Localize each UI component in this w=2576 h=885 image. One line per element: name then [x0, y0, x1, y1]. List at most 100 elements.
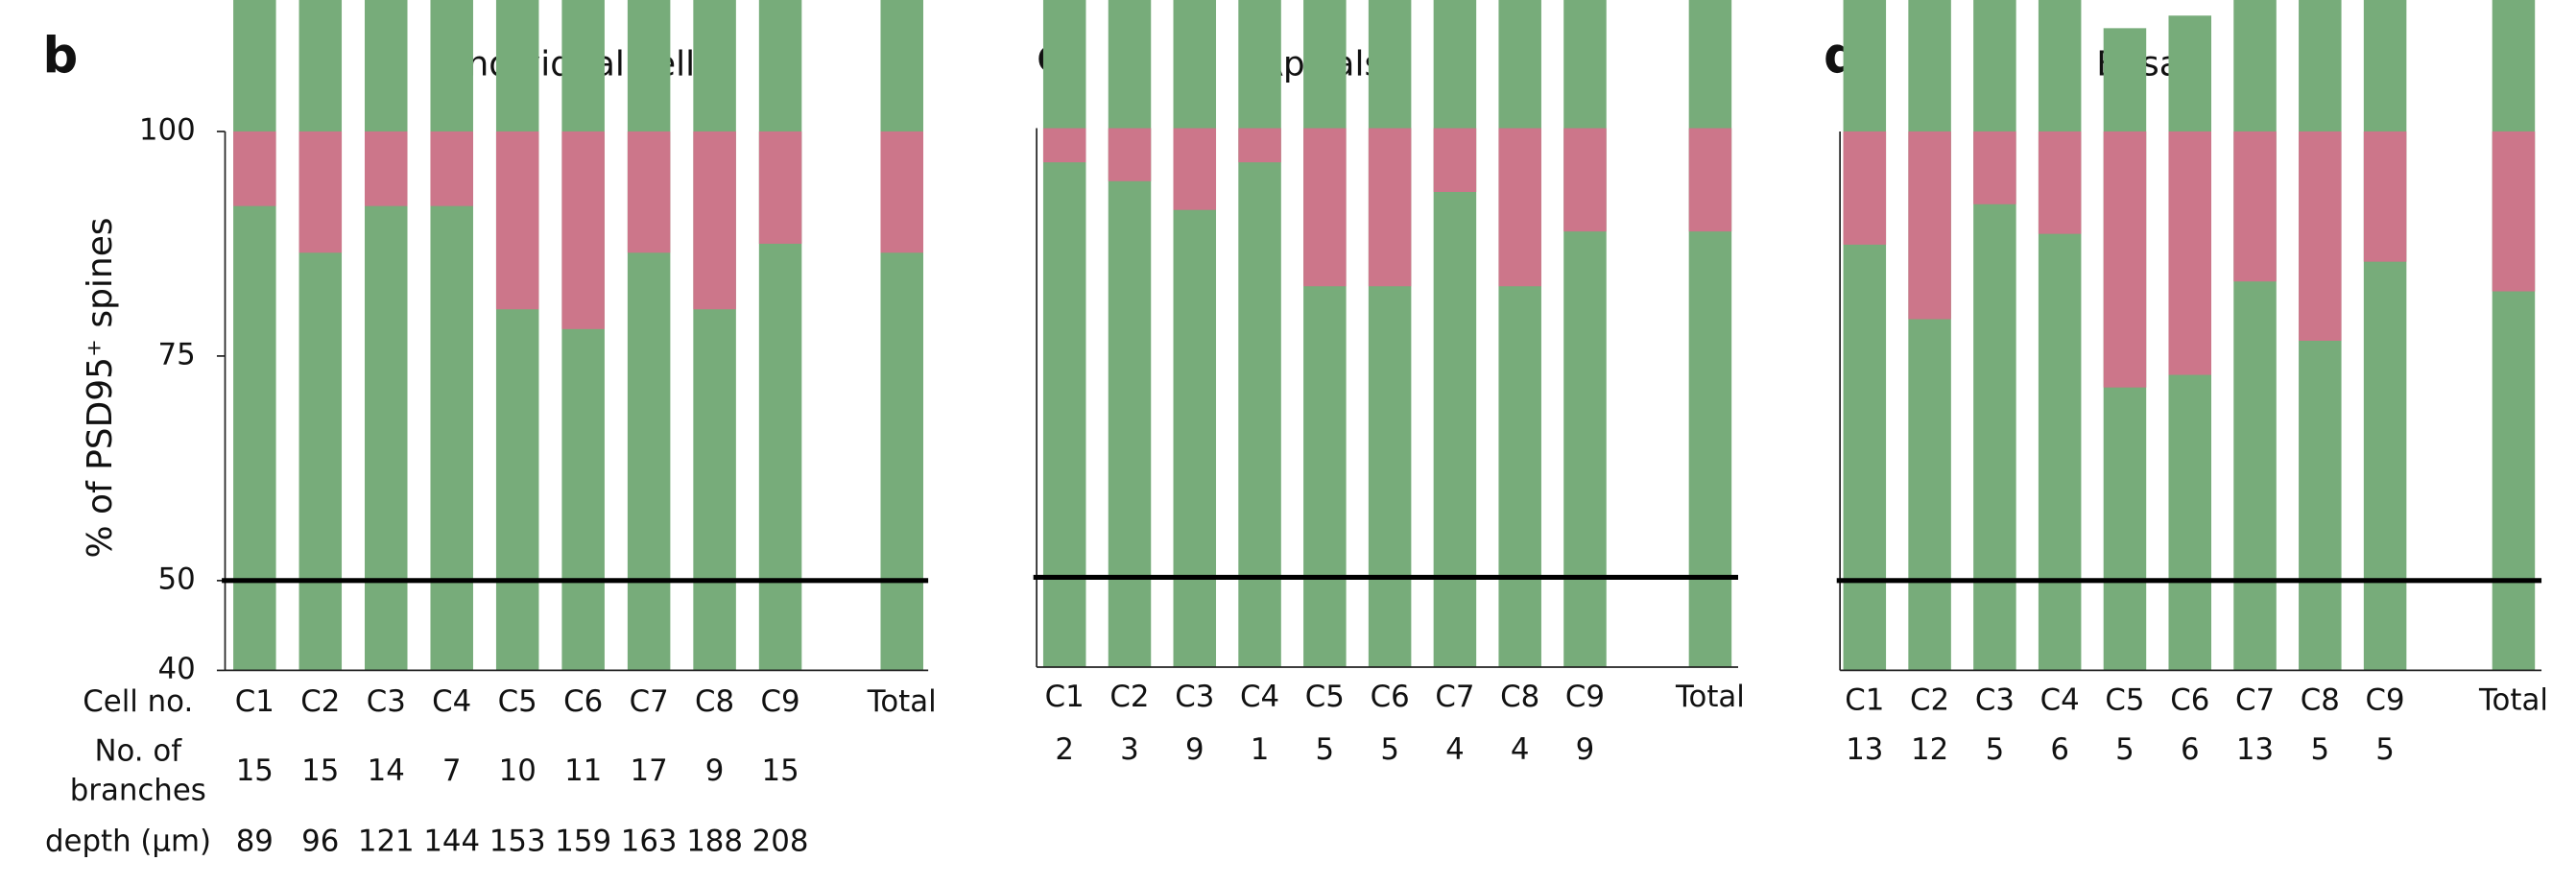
bar-segment	[1563, 128, 1607, 232]
x-tick-label: C4	[432, 684, 471, 719]
bar-segment	[1908, 0, 1951, 671]
x-tick-label: C2	[1109, 680, 1149, 714]
y-tick-label: 100	[139, 112, 196, 147]
y-tick-label: 40	[157, 652, 195, 686]
bar-segment	[1973, 131, 2016, 204]
bar-segment	[1368, 0, 1412, 667]
row-value: 9	[705, 753, 725, 788]
y-tick-label: 50	[157, 562, 195, 596]
bar-segment	[365, 0, 408, 671]
row-value: 5	[1316, 732, 1335, 767]
bar-segment	[627, 131, 671, 253]
row-value: 208	[752, 825, 809, 859]
x-tick-label: C7	[2235, 682, 2275, 717]
row-label: Cell no.	[83, 684, 193, 719]
row-value: 4	[1511, 732, 1530, 767]
row-value: 17	[631, 753, 668, 788]
row-value: 153	[489, 825, 546, 859]
row-value: 12	[1911, 732, 1948, 767]
bar-segment	[1498, 0, 1541, 667]
x-tick-label: Total	[867, 684, 937, 719]
x-tick-label: C8	[1500, 680, 1539, 714]
bar-segment	[2492, 0, 2536, 671]
x-tick-label: C4	[2040, 682, 2080, 717]
row-value: 15	[301, 753, 339, 788]
bar-segment	[2038, 131, 2082, 234]
row-value: 3	[1120, 732, 1139, 767]
row-value: 2	[1055, 732, 1074, 767]
bar-segment	[2492, 131, 2536, 292]
bar-segment	[561, 0, 605, 671]
x-tick-label: C5	[2105, 682, 2144, 717]
x-tick-label: C7	[630, 684, 669, 719]
x-tick-label: C7	[1435, 680, 1474, 714]
bar-segment	[1368, 128, 1412, 287]
bar-segment	[1433, 128, 1477, 192]
bar-segment	[2233, 131, 2277, 282]
x-tick-label: C1	[235, 684, 274, 719]
row-value: 11	[564, 753, 602, 788]
row-value: 13	[2236, 732, 2274, 767]
bar-segment	[2233, 0, 2277, 671]
row-value: 15	[236, 753, 274, 788]
row-value: 121	[358, 825, 415, 859]
row-label: No. of branches	[69, 734, 206, 809]
bar-segment	[1238, 0, 1281, 667]
row-value: 6	[2181, 732, 2200, 767]
bar-segment	[1843, 131, 1887, 245]
x-tick-label: C8	[2301, 682, 2340, 717]
row-value: 1	[1251, 732, 1270, 767]
x-tick-label: C2	[300, 684, 340, 719]
bar-segment	[495, 0, 539, 671]
x-tick-label: C9	[1565, 680, 1605, 714]
x-tick-label: C3	[367, 684, 406, 719]
x-tick-label: C9	[761, 684, 800, 719]
row-value: 5	[2375, 732, 2395, 767]
bar-segment	[758, 0, 802, 671]
x-tick-label: C2	[1910, 682, 1949, 717]
bar-segment	[495, 131, 539, 310]
bar-segment	[693, 0, 736, 671]
x-tick-label: C6	[2170, 682, 2209, 717]
bar-segment	[1973, 0, 2016, 671]
bar-segment	[430, 131, 473, 206]
row-value: 13	[1846, 732, 1883, 767]
bar-segment	[1173, 0, 1217, 667]
row-value: 144	[423, 825, 480, 859]
x-tick-label: C5	[1305, 680, 1345, 714]
x-tick-label: C3	[1175, 680, 1214, 714]
x-tick-label: C9	[2366, 682, 2405, 717]
bar-segment	[561, 131, 605, 329]
row-value: 7	[442, 753, 462, 788]
row-value: 9	[1185, 732, 1205, 767]
x-tick-label: C8	[695, 684, 734, 719]
row-value: 9	[1576, 732, 1595, 767]
bar-segment	[1238, 128, 1281, 163]
bar-segment	[1433, 0, 1477, 667]
x-tick-label: C1	[1045, 680, 1085, 714]
bar-segment	[758, 131, 802, 244]
bar-segment	[298, 0, 343, 671]
bar-segment	[1108, 128, 1152, 181]
bar-segment	[430, 0, 473, 671]
row-value: 5	[1986, 732, 2005, 767]
bar-segment	[1688, 128, 1732, 232]
bar-segment	[1042, 0, 1086, 667]
row-value: 5	[2115, 732, 2135, 767]
bar-segment	[1303, 128, 1347, 287]
y-axis-label: % of PSD95⁺ spines	[81, 217, 120, 558]
bar-segment	[1042, 128, 1086, 163]
bar-segment	[2168, 131, 2211, 375]
row-label: depth (μm)	[44, 825, 212, 860]
bar-segment	[880, 0, 923, 671]
bar-segment	[233, 0, 276, 671]
row-value: 15	[761, 753, 799, 788]
bar-segment	[233, 131, 276, 206]
row-value: 5	[1380, 732, 1399, 767]
bar-segment	[2363, 0, 2407, 671]
bar-segment	[1908, 131, 1951, 320]
bar-segment	[1688, 0, 1732, 667]
bar-segment	[1173, 128, 1217, 210]
row-value: 96	[301, 825, 339, 859]
